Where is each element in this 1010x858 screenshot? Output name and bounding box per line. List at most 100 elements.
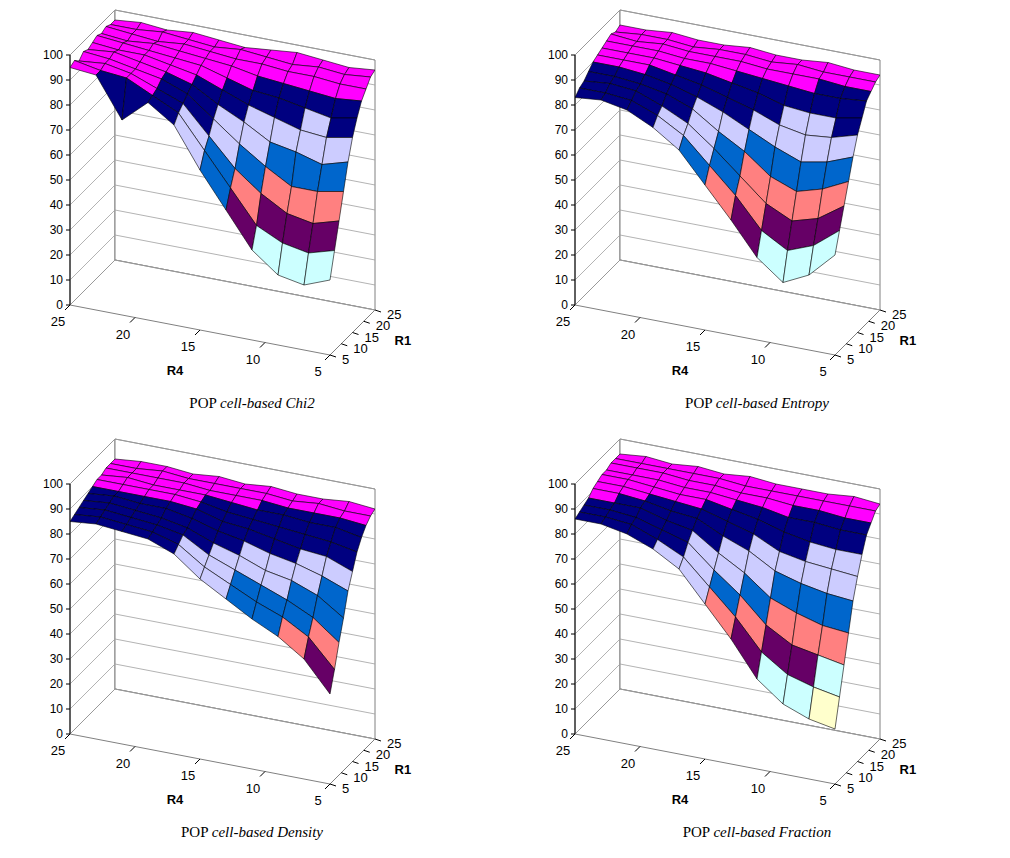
tick xyxy=(66,230,70,231)
tick xyxy=(353,762,359,764)
tick xyxy=(66,484,70,485)
tick xyxy=(835,784,841,786)
tick-label: 5 xyxy=(314,793,321,808)
tick-label: 0 xyxy=(561,727,568,741)
surface-cell xyxy=(731,196,762,258)
tick-label: 15 xyxy=(686,768,700,783)
tick-label: 40 xyxy=(555,627,569,641)
tick-label: 25 xyxy=(387,307,401,322)
tick xyxy=(364,750,370,752)
surface-cell xyxy=(783,675,814,720)
surface-cell xyxy=(252,602,283,637)
tick-label: 0 xyxy=(56,298,63,312)
tick xyxy=(375,739,381,741)
tick-label: 5 xyxy=(819,793,826,808)
tick xyxy=(195,330,200,335)
surface-cell xyxy=(174,113,205,170)
tick xyxy=(571,584,575,585)
surface-cell xyxy=(823,157,854,189)
surface-cell xyxy=(278,617,309,659)
tick-label: 5 xyxy=(314,364,321,379)
tick-label: 40 xyxy=(50,627,64,641)
tick xyxy=(880,310,886,312)
tick-label: 10 xyxy=(555,273,569,287)
tick xyxy=(571,634,575,635)
surface-cell xyxy=(331,99,362,119)
tick xyxy=(130,747,135,752)
surface-cell xyxy=(336,84,367,101)
panel: 0102030405060708090100510152025510152025… xyxy=(43,10,411,411)
surface-cell xyxy=(148,532,179,554)
surface xyxy=(70,20,375,285)
panel: 0102030405060708090100510152025510152025… xyxy=(548,10,916,411)
tick-label: 20 xyxy=(555,677,569,691)
tick xyxy=(571,659,575,660)
tick xyxy=(571,709,575,710)
tick-label: 70 xyxy=(555,123,569,137)
surface-cell xyxy=(304,637,335,694)
tick-label: 90 xyxy=(555,73,569,87)
floor xyxy=(575,260,880,355)
tick xyxy=(571,534,575,535)
tick-label: 100 xyxy=(548,477,568,491)
surface-cell xyxy=(575,88,606,100)
panel: 0102030405060708090100510152025510152025… xyxy=(43,439,411,840)
back-wall xyxy=(620,10,880,310)
tick-label: 30 xyxy=(50,652,64,666)
tick xyxy=(330,784,336,786)
back-wall xyxy=(620,439,880,739)
surface-cell xyxy=(832,118,863,138)
tick-label: 50 xyxy=(50,602,64,616)
tick-label: 80 xyxy=(555,527,569,541)
tick xyxy=(570,305,575,310)
tick-label: 90 xyxy=(50,73,64,87)
panel: 0102030405060708090100510152025510152025… xyxy=(548,439,916,840)
tick xyxy=(571,684,575,685)
tick xyxy=(830,355,835,360)
surface-cell xyxy=(200,151,231,211)
back-wall xyxy=(115,439,375,739)
tick xyxy=(570,734,575,739)
title: POP cell-based Entropy xyxy=(685,395,829,411)
tick-label: 25 xyxy=(556,314,570,329)
axis-title: R4 xyxy=(672,363,689,378)
tick-label: 20 xyxy=(621,756,635,771)
tick xyxy=(66,155,70,156)
tick xyxy=(65,305,70,310)
tick-label: 60 xyxy=(50,148,64,162)
surface-cell xyxy=(174,545,205,580)
surface-cell xyxy=(801,135,832,162)
tick xyxy=(571,205,575,206)
tick xyxy=(353,333,359,335)
tick xyxy=(375,310,381,312)
tick xyxy=(835,355,841,357)
tick-label: 50 xyxy=(50,173,64,187)
tick xyxy=(195,759,200,764)
tick-label: 50 xyxy=(555,173,569,187)
tick xyxy=(341,773,347,775)
surface-cell xyxy=(731,617,762,679)
surface-cell xyxy=(309,221,340,253)
axis-title: R1 xyxy=(395,333,412,348)
tick-label: 60 xyxy=(555,577,569,591)
tick-label: 0 xyxy=(561,298,568,312)
tick-label: 10 xyxy=(246,781,260,796)
tick-label: 90 xyxy=(50,502,64,516)
title: POP cell-based Fraction xyxy=(683,824,832,840)
tick-label: 25 xyxy=(51,314,65,329)
tick-label: 5 xyxy=(342,352,349,367)
tick-label: 30 xyxy=(555,652,569,666)
tick-label: 25 xyxy=(892,307,906,322)
tick-label: 15 xyxy=(686,339,700,354)
tick-label: 80 xyxy=(555,98,569,112)
tick xyxy=(66,584,70,585)
grid-line xyxy=(70,689,375,739)
tick xyxy=(858,333,864,335)
tick xyxy=(571,55,575,56)
tick xyxy=(66,80,70,81)
surface-cell xyxy=(705,587,736,639)
axis-title: R1 xyxy=(900,333,917,348)
tick xyxy=(260,343,265,348)
surface-cell xyxy=(292,152,323,192)
tick xyxy=(571,130,575,131)
